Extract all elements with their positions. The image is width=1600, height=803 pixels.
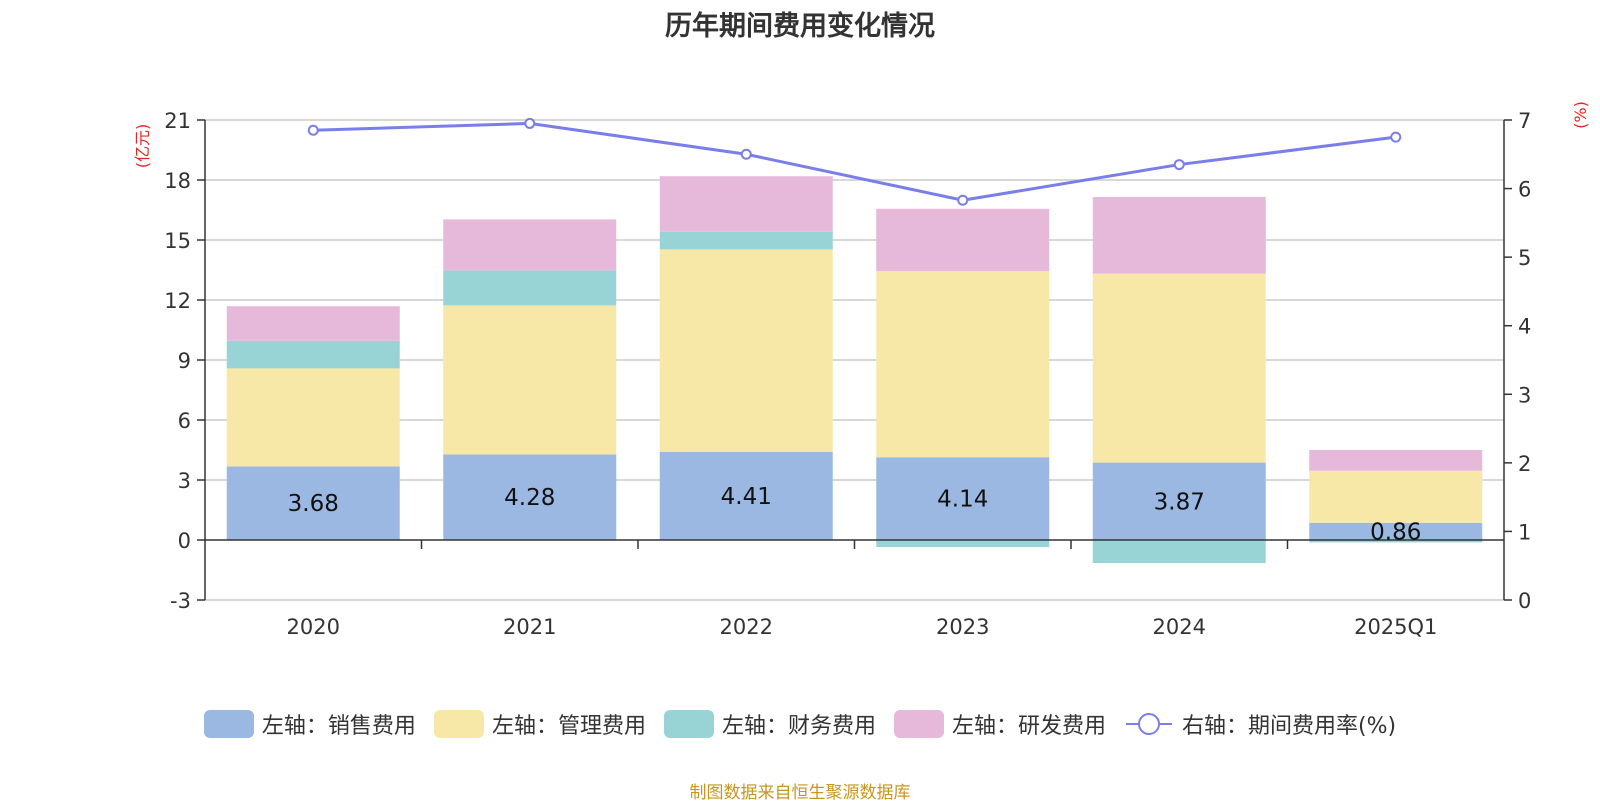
rate-point — [957, 194, 969, 206]
legend-item-sales[interactable]: 左轴：销售费用 — [203, 708, 416, 740]
rate-point — [307, 124, 319, 136]
bar-0-2022 — [659, 451, 833, 540]
left-axis-tick-label: 15 — [164, 229, 191, 253]
bar-3-2023 — [876, 208, 1050, 272]
legend: 左轴：销售费用 左轴：管理费用 左轴：财务费用 左轴：研发费用 右轴：期间费用率… — [0, 708, 1600, 740]
bar-0-2024 — [1092, 462, 1266, 540]
bar-2-2021 — [443, 270, 617, 306]
legend-line-marker-icon — [1125, 713, 1172, 735]
data-label-sales: 3.68 — [288, 491, 339, 517]
right-axis-tick-label: 0 — [1518, 589, 1531, 613]
legend-label-rate: 右轴：期间费用率(%) — [1181, 714, 1397, 739]
right-axis-tick-label: 1 — [1518, 520, 1531, 544]
legend-item-rate[interactable]: 右轴：期间费用率(%) — [1124, 708, 1396, 740]
category-label: 2021 — [503, 615, 556, 639]
legend-label-admin: 左轴：管理费用 — [491, 714, 646, 739]
bar-0-2025Q1 — [1309, 522, 1483, 540]
legend-swatch-rnd — [893, 710, 944, 738]
data-labels: 3.68 4.28 4.41 4.14 3.87 0.86 — [288, 484, 1422, 546]
legend-label-finance: 左轴：财务费用 — [721, 714, 876, 739]
category-label: 2022 — [720, 615, 773, 639]
bar-3-2021 — [443, 219, 617, 271]
bar-2-2023 — [876, 540, 1050, 547]
rate-point — [524, 117, 536, 129]
left-axis-tick-label: -3 — [170, 589, 191, 613]
bar-2-2022 — [659, 231, 833, 250]
category-label: 2024 — [1153, 615, 1206, 639]
bar-1-2023 — [876, 271, 1050, 458]
bar-1-2025Q1 — [1309, 470, 1483, 523]
right-axis-tick-label: 3 — [1518, 383, 1531, 407]
right-axis-tick-label: 6 — [1518, 178, 1531, 202]
right-axis-unit: (%) — [1571, 101, 1590, 129]
chart-title: 历年期间费用变化情况 — [665, 11, 935, 42]
grid-lines — [205, 119, 1504, 601]
left-axis-tick-label: 3 — [178, 469, 191, 493]
bar-1-2024 — [1092, 273, 1266, 463]
left-axis-tick-label: 21 — [164, 109, 191, 133]
bar-series — [226, 176, 1483, 563]
bar-3-2022 — [659, 176, 833, 232]
bar-0-2023 — [876, 457, 1050, 540]
data-label-sales: 4.41 — [721, 484, 772, 510]
category-label: 2025Q1 — [1354, 615, 1437, 639]
legend-item-finance[interactable]: 左轴：财务费用 — [663, 708, 876, 740]
data-label-sales: 4.28 — [504, 485, 555, 511]
rate-point — [1173, 159, 1185, 171]
left-axis-tick-label: 6 — [178, 409, 191, 433]
bar-1-2021 — [443, 305, 617, 455]
bar-2-2025Q1 — [1309, 540, 1483, 543]
data-label-sales: 3.87 — [1154, 489, 1205, 515]
rate-line — [313, 121, 1396, 202]
legend-label-rnd: 左轴：研发费用 — [951, 714, 1106, 739]
left-axis-tick-label: 0 — [178, 529, 191, 553]
bar-3-2024 — [1092, 197, 1266, 274]
bar-1-2022 — [659, 249, 833, 452]
legend-label-sales: 左轴：销售费用 — [261, 714, 416, 739]
rate-point — [740, 148, 752, 160]
rate-point — [1390, 131, 1402, 143]
left-axis-tick-label: 18 — [164, 169, 191, 193]
source-note: 制图数据来自恒生聚源数据库 — [689, 783, 911, 803]
bar-0-2020 — [226, 466, 400, 540]
left-axis-tick-label: 12 — [164, 289, 191, 313]
legend-swatch-finance — [663, 710, 714, 738]
data-label-sales: 4.14 — [937, 487, 988, 513]
right-axis-tick-label: 4 — [1518, 315, 1531, 339]
bar-3-2025Q1 — [1309, 450, 1483, 471]
bar-1-2020 — [226, 368, 400, 467]
legend-item-rnd[interactable]: 左轴：研发费用 — [893, 708, 1106, 740]
bar-0-2021 — [443, 454, 617, 540]
category-label: 2020 — [287, 615, 340, 639]
right-axis-tick-label: 2 — [1518, 452, 1531, 476]
left-axis-unit: (亿元) — [133, 124, 152, 169]
bar-2-2020 — [226, 340, 400, 369]
category-label: 2023 — [936, 615, 989, 639]
legend-swatch-admin — [433, 710, 484, 738]
data-label-sales: 0.86 — [1370, 519, 1421, 545]
legend-item-admin[interactable]: 左轴：管理费用 — [433, 708, 646, 740]
rate-line-series — [307, 117, 1402, 206]
bar-3-2020 — [226, 306, 400, 341]
legend-swatch-sales — [203, 710, 254, 738]
right-axis-tick-label: 5 — [1518, 246, 1531, 270]
bar-2-2024 — [1092, 540, 1266, 563]
right-axis-tick-label: 7 — [1518, 109, 1531, 133]
left-axis-tick-label: 9 — [178, 349, 191, 373]
